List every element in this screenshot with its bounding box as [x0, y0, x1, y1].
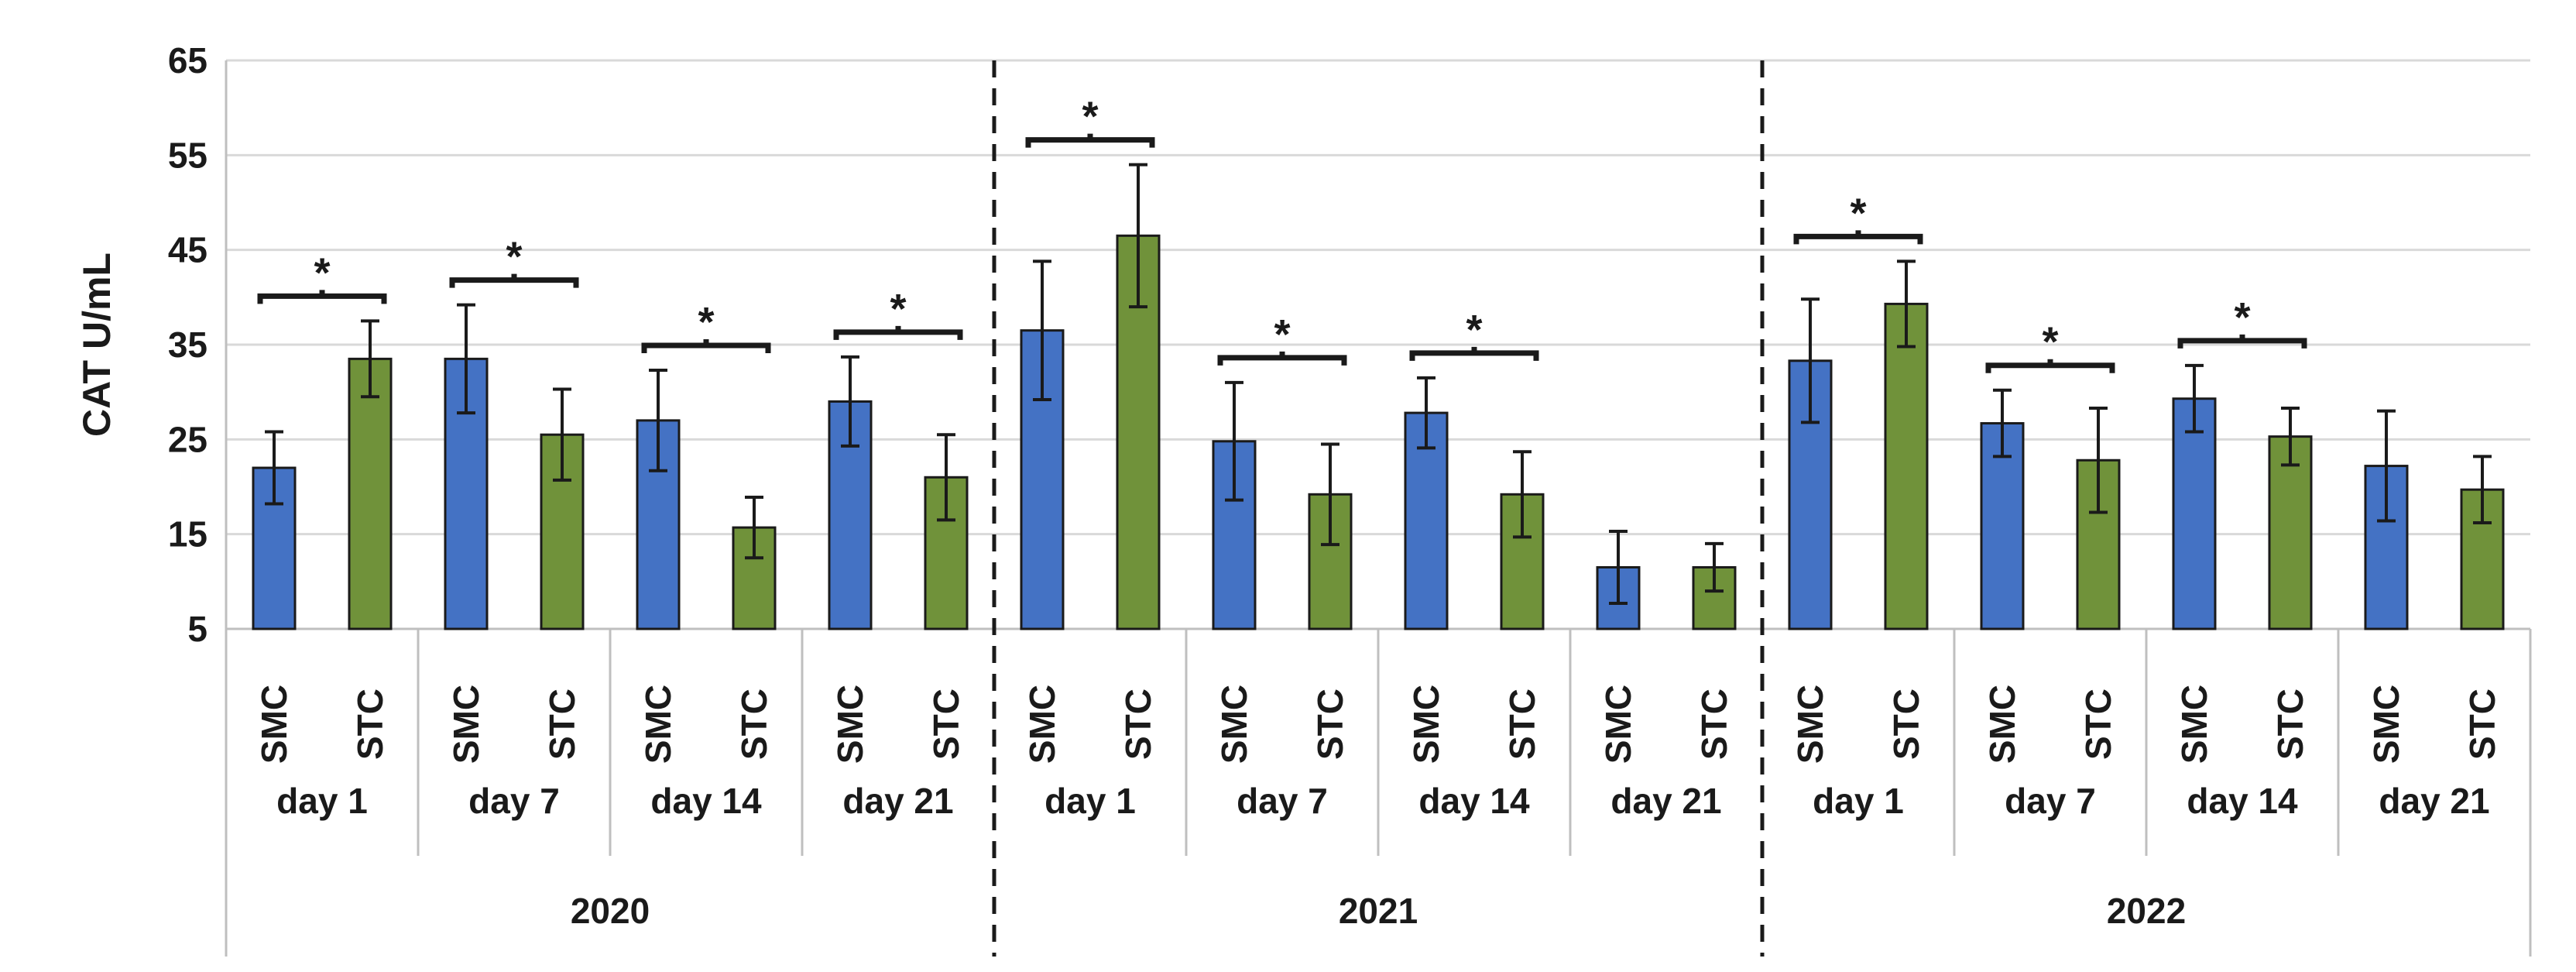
group-label-smc: SMC [1406, 685, 1446, 764]
day-label: day 14 [2187, 781, 2298, 821]
significance-marker: * [506, 234, 522, 280]
day-label: day 21 [2379, 781, 2489, 821]
y-tick-label: 25 [168, 419, 208, 459]
group-label-smc: SMC [1598, 685, 1638, 764]
significance-marker: * [2042, 319, 2058, 366]
bar-stc [540, 433, 585, 630]
significance-bracket [1985, 359, 2115, 373]
significance-bracket [641, 339, 771, 354]
y-axis-label: CAT U/mL [75, 252, 118, 437]
significance-marker: * [1274, 311, 1290, 358]
day-label: day 14 [650, 781, 762, 821]
significance-marker: * [314, 249, 330, 296]
group-label-stc: STC [350, 689, 390, 760]
y-tick-label: 15 [168, 514, 208, 555]
significance-bracket [1793, 230, 1923, 245]
significance-bracket [1025, 133, 1155, 148]
y-tick-label: 55 [168, 135, 208, 175]
group-label-smc: SMC [830, 685, 870, 764]
significance-marker: * [698, 299, 714, 345]
group-label-smc: SMC [1790, 685, 1830, 764]
significance-marker: * [1850, 190, 1866, 236]
bar-stc [1884, 302, 1929, 630]
day-label: day 21 [1610, 781, 1721, 821]
group-label-smc: SMC [254, 685, 294, 764]
significance-bracket [833, 325, 963, 340]
group-label-stc: STC [926, 689, 966, 760]
group-label-stc: STC [1502, 689, 1542, 760]
y-tick-label: 45 [168, 230, 208, 270]
significance-bracket [1409, 346, 1539, 361]
significance-marker: * [890, 286, 906, 332]
bar-smc [2172, 397, 2217, 630]
y-tick-label: 35 [168, 325, 208, 365]
group-label-smc: SMC [2366, 685, 2406, 764]
significance-bracket [1217, 351, 1347, 366]
group-label-stc: STC [2078, 689, 2118, 760]
day-label: day 7 [468, 781, 560, 821]
group-label-stc: STC [2462, 689, 2502, 760]
day-label: day 1 [1813, 781, 1904, 821]
group-label-stc: STC [542, 689, 582, 760]
y-tick-label: 5 [187, 609, 208, 649]
significance-bracket [449, 273, 579, 288]
group-label-smc: SMC [1022, 685, 1062, 764]
group-label-stc: STC [1118, 689, 1158, 760]
significance-bracket [257, 290, 387, 304]
significance-marker: * [1466, 307, 1482, 353]
significance-marker: * [1082, 94, 1098, 140]
year-label: 2021 [1339, 891, 1418, 931]
significance-bracket [2177, 334, 2307, 349]
year-label: 2022 [2107, 891, 2186, 931]
bar-stc [348, 357, 393, 630]
group-label-stc: STC [1310, 689, 1350, 760]
y-tick-label: 65 [168, 40, 208, 81]
group-label-smc: SMC [446, 685, 486, 764]
group-label-stc: STC [2270, 689, 2310, 760]
day-label: day 14 [1418, 781, 1530, 821]
group-label-smc: SMC [1982, 685, 2022, 764]
group-label-smc: SMC [1214, 685, 1254, 764]
group-label-stc: STC [1886, 689, 1926, 760]
day-label: day 1 [1044, 781, 1136, 821]
day-label: day 7 [2005, 781, 2096, 821]
group-label-stc: STC [734, 689, 774, 760]
group-label-smc: SMC [2174, 685, 2214, 764]
day-label: day 1 [276, 781, 368, 821]
day-label: day 21 [842, 781, 953, 821]
year-label: 2020 [571, 891, 650, 931]
day-label: day 7 [1237, 781, 1328, 821]
group-label-smc: SMC [638, 685, 678, 764]
group-label-stc: STC [1694, 689, 1734, 760]
significance-marker: * [2234, 294, 2250, 341]
